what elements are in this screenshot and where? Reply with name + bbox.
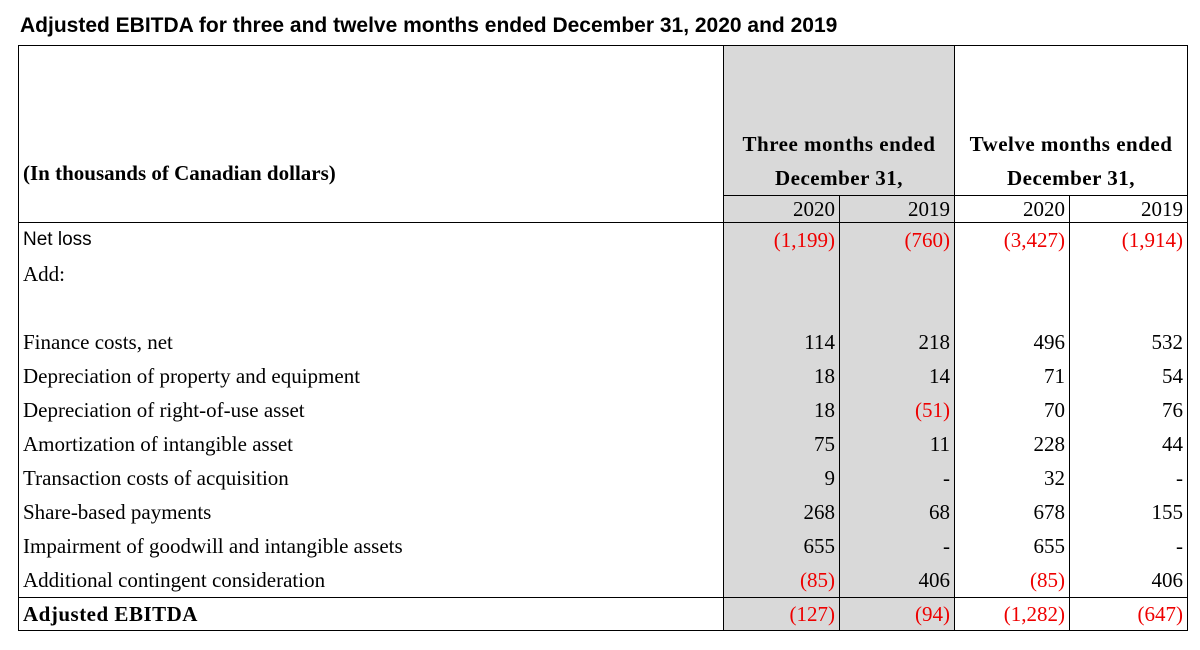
cell-value: -	[839, 529, 955, 563]
cell-value: 268	[723, 495, 840, 529]
cell-value: 54	[1069, 359, 1188, 393]
cell-value: (647)	[1069, 597, 1188, 631]
cell-value: 114	[723, 325, 840, 359]
cell-value: (51)	[839, 393, 955, 427]
cell-value: -	[839, 461, 955, 495]
year: 2020	[723, 195, 840, 223]
blank-cell	[839, 291, 955, 325]
cell-value: (1,914)	[1069, 222, 1188, 257]
blank-cell	[954, 257, 1070, 291]
table-row: Add:	[18, 257, 1188, 291]
row-label: Amortization of intangible asset	[18, 427, 724, 461]
header-row: (In thousands of Canadian dollars) Three…	[18, 45, 1188, 196]
unit-label: (In thousands of Canadian dollars)	[18, 45, 724, 196]
blank-cell	[18, 195, 724, 223]
cell-value: 9	[723, 461, 840, 495]
total-row: Adjusted EBITDA (127) (94) (1,282) (647)	[18, 597, 1188, 631]
row-label: Net loss	[18, 222, 724, 257]
cell-value: -	[1069, 529, 1188, 563]
cell-value: 68	[839, 495, 955, 529]
years-row: 2020 2019 2020 2019	[18, 195, 1188, 223]
cell-value: 32	[954, 461, 1070, 495]
year: 2019	[839, 195, 955, 223]
cell-value: 218	[839, 325, 955, 359]
cell-value: 406	[1069, 563, 1188, 598]
row-label: Finance costs, net	[18, 325, 724, 359]
cell-value: 228	[954, 427, 1070, 461]
cell-value: 532	[1069, 325, 1188, 359]
row-label: Impairment of goodwill and intangible as…	[18, 529, 724, 563]
blank-cell	[723, 291, 840, 325]
cell-value: 75	[723, 427, 840, 461]
cell-value: 44	[1069, 427, 1188, 461]
cell-value: (3,427)	[954, 222, 1070, 257]
cell-value: -	[1069, 461, 1188, 495]
table-row: Transaction costs of acquisition 9-32-	[18, 461, 1188, 495]
column-group: Twelve months ended December 31,	[954, 45, 1188, 196]
table-row: Share-based payments 268 68 678 155	[18, 495, 1188, 529]
table-row: Net loss (1,199) (760) (3,427) (1,914)	[18, 222, 1188, 257]
cell-value: 71	[954, 359, 1070, 393]
table-row: Depreciation of right-of-use asset 18 (51)…	[18, 393, 1188, 427]
blank-cell	[1069, 257, 1188, 291]
spacer-row	[18, 291, 1188, 325]
table-row: Depreciation of property and equipment 18…	[18, 359, 1188, 393]
cell-value: (85)	[954, 563, 1070, 598]
cell-value: (760)	[839, 222, 955, 257]
column-group: Three months ended December 31,	[723, 45, 955, 196]
blank-cell	[839, 257, 955, 291]
cell-value: 14	[839, 359, 955, 393]
cell-value: 76	[1069, 393, 1188, 427]
ebitda-table: (In thousands of Canadian dollars) Three…	[18, 45, 1188, 631]
blank-cell	[954, 291, 1070, 325]
row-label: Depreciation of right-of-use asset	[18, 393, 724, 427]
row-label: Share-based payments	[18, 495, 724, 529]
cell-value: (127)	[723, 597, 840, 631]
cell-value: 18	[723, 359, 840, 393]
cell-value: (1,282)	[954, 597, 1070, 631]
row-label: Depreciation of property and equipment	[18, 359, 724, 393]
cell-value: 406	[839, 563, 955, 598]
cell-value: 496	[954, 325, 1070, 359]
cell-value: 155	[1069, 495, 1188, 529]
blank-cell	[1069, 291, 1188, 325]
cell-value: 655	[954, 529, 1070, 563]
title: Adjusted EBITDA for three and twelve mon…	[20, 14, 838, 37]
cell-value: (94)	[839, 597, 955, 631]
cell-value: 70	[954, 393, 1070, 427]
row-label: Adjusted EBITDA	[18, 597, 724, 631]
cell-value: 11	[839, 427, 955, 461]
year: 2020	[954, 195, 1070, 223]
year: 2019	[1069, 195, 1188, 223]
cell-value: 678	[954, 495, 1070, 529]
cell-value: 18	[723, 393, 840, 427]
cell-value: (85)	[723, 563, 840, 598]
table-row: Additional contingent consideration (85) 4…	[18, 563, 1188, 598]
row-label: Additional contingent consideration	[18, 563, 724, 598]
row-label: Transaction costs of acquisition	[18, 461, 724, 495]
table-row: Finance costs, net 114 218 496 532	[18, 325, 1188, 359]
cell-value: 655	[723, 529, 840, 563]
cell-value: (1,199)	[723, 222, 840, 257]
table-row: Impairment of goodwill and intangible as…	[18, 529, 1188, 563]
blank-cell	[18, 291, 724, 325]
blank-cell	[723, 257, 840, 291]
row-label: Add:	[18, 257, 724, 291]
table-row: Amortization of intangible asset 75 11 228 4…	[18, 427, 1188, 461]
